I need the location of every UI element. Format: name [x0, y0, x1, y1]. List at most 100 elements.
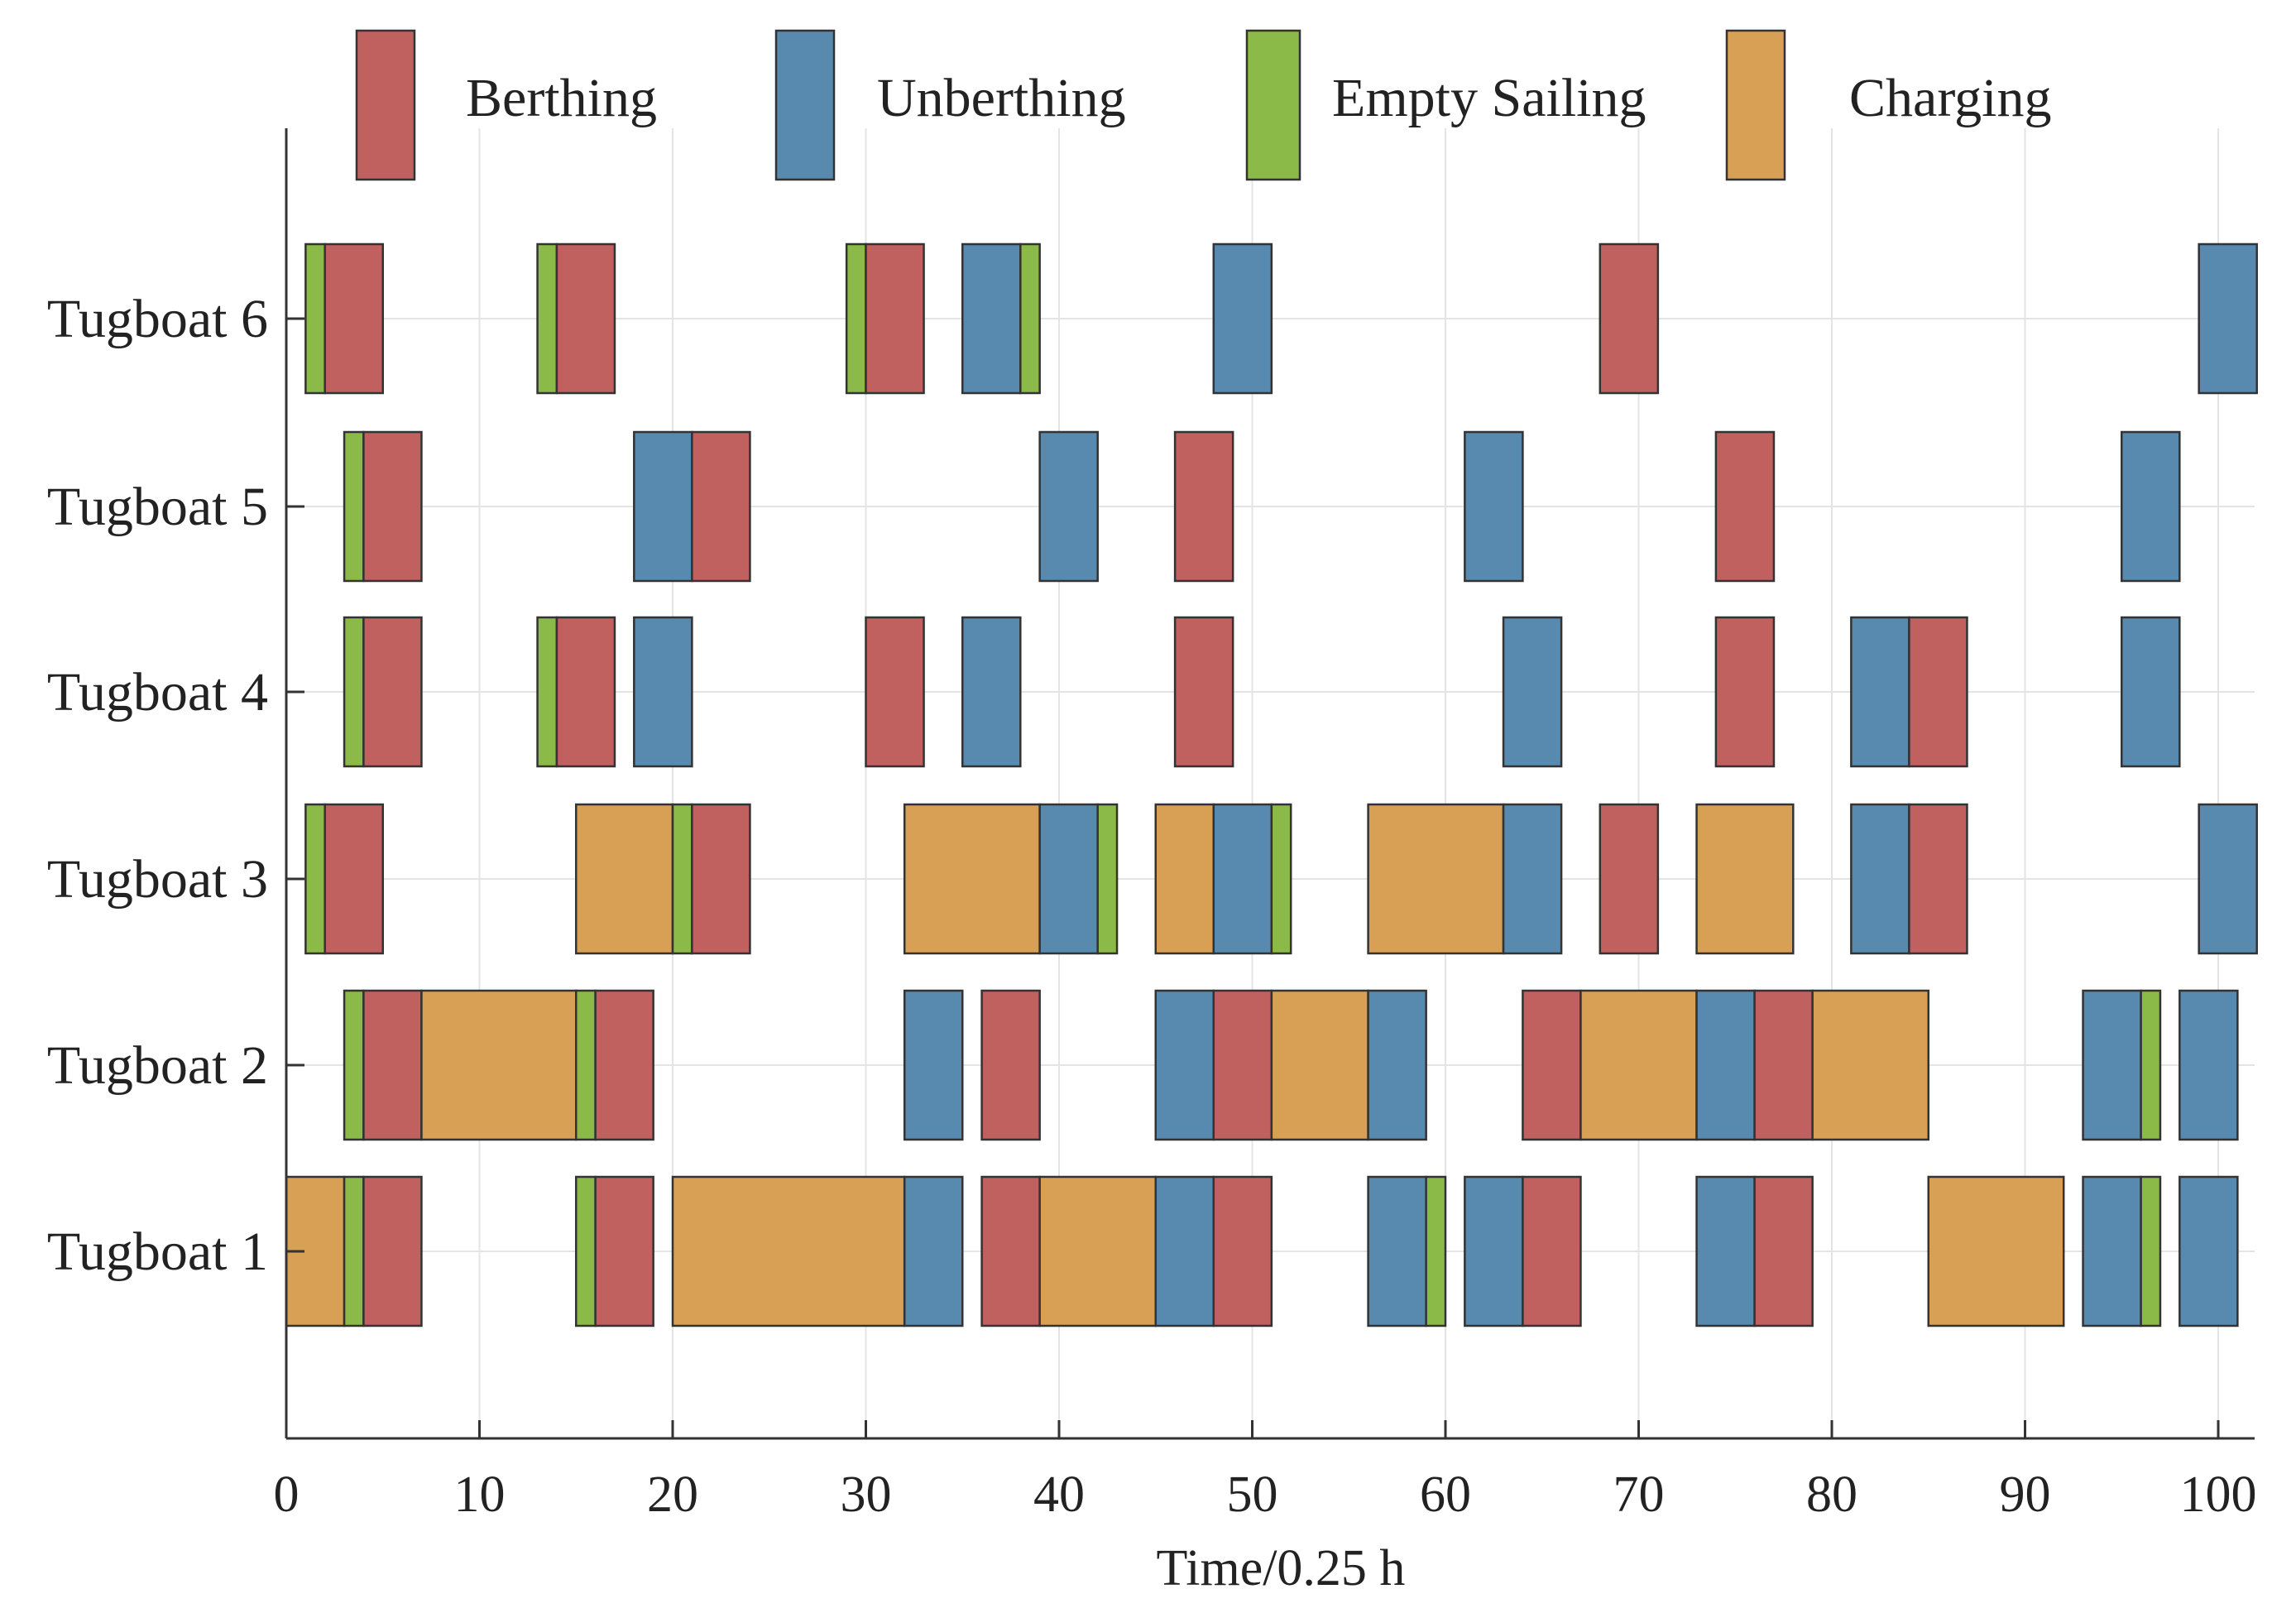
bar-charging: [671, 1175, 906, 1327]
bar-berthing: [362, 1175, 423, 1327]
bar-berthing: [1173, 616, 1234, 768]
bar-unberthing: [1212, 242, 1273, 395]
bar-berthing: [1908, 616, 1968, 768]
bar-berthing: [1714, 430, 1776, 583]
bar-unberthing: [2121, 430, 2181, 583]
bar-charging: [1038, 1175, 1158, 1327]
bar-berthing: [865, 616, 925, 768]
bar-berthing: [980, 1175, 1041, 1327]
bar-berthing: [1599, 242, 1660, 395]
bar-unberthing: [2082, 989, 2142, 1141]
bar-berthing: [1908, 803, 1968, 955]
bar-unberthing: [1695, 989, 1756, 1141]
bar-unberthing: [1367, 1175, 1427, 1327]
bar-berthing: [362, 989, 423, 1141]
bar-berthing: [324, 242, 385, 395]
x-tick-label: 30: [841, 1467, 892, 1523]
bar-unberthing: [1154, 1175, 1215, 1327]
bar-charging: [1811, 989, 1929, 1141]
bar-berthing: [594, 1175, 654, 1327]
bar-empty: [304, 803, 326, 955]
legend-swatch-charging: [1725, 29, 1786, 181]
bar-berthing: [555, 616, 616, 768]
bar-unberthing: [961, 242, 1022, 395]
bar-unberthing: [633, 616, 693, 768]
legend-label-unberthing: Unberthing: [877, 68, 1126, 128]
bar-empty: [845, 242, 867, 395]
y-tick-label: Tugboat 6: [47, 289, 268, 349]
bar-unberthing: [1154, 989, 1215, 1141]
schedule-bars: [285, 242, 2258, 1327]
x-tick-label: 100: [2180, 1467, 2257, 1523]
bar-unberthing: [903, 989, 964, 1141]
bar-empty: [575, 989, 597, 1141]
bar-berthing: [1212, 989, 1273, 1141]
bar-unberthing: [1038, 430, 1099, 583]
bar-unberthing: [1212, 803, 1273, 955]
bar-empty: [2140, 1175, 2162, 1327]
bar-unberthing: [1502, 616, 1563, 768]
bar-berthing: [594, 989, 654, 1141]
y-tick-label: Tugboat 4: [47, 662, 268, 722]
x-axis-label: Time/0.25 h: [1157, 1540, 1406, 1596]
bar-berthing: [865, 242, 925, 395]
x-tick-label: 60: [1420, 1467, 1471, 1523]
axes: 0 10 20 30 40 50 60 70 80 90 100 Tugboat 1 Tugboat 2…: [47, 128, 2257, 1523]
bar-charging: [903, 803, 1041, 955]
bar-berthing: [1599, 803, 1660, 955]
bar-empty: [343, 616, 365, 768]
bar-empty: [575, 1175, 597, 1327]
bar-unberthing: [2198, 803, 2258, 955]
legend: Berthing Unberthing Empty Sailing Charging: [355, 29, 2051, 181]
bar-berthing: [1173, 430, 1234, 583]
bar-berthing: [555, 242, 616, 395]
bar-berthing: [1753, 1175, 1814, 1327]
bar-unberthing: [1695, 1175, 1756, 1327]
bar-empty: [343, 989, 365, 1141]
bar-charging: [1695, 803, 1795, 955]
legend-label-berthing: Berthing: [466, 68, 657, 128]
bar-unberthing: [1850, 803, 1910, 955]
legend-swatch-berthing: [355, 29, 416, 181]
y-tick-label: Tugboat 5: [47, 477, 268, 537]
legend-label-charging: Charging: [1849, 68, 2051, 128]
bar-unberthing: [903, 1175, 964, 1327]
bar-empty: [1270, 803, 1292, 955]
bar-berthing: [1753, 989, 1814, 1141]
bar-unberthing: [1464, 430, 1524, 583]
bar-empty: [1096, 803, 1119, 955]
x-tick-label: 50: [1227, 1467, 1278, 1523]
x-tick-label: 10: [454, 1467, 506, 1523]
bar-unberthing: [1038, 803, 1099, 955]
bar-unberthing: [1464, 1175, 1524, 1327]
bar-empty: [671, 803, 693, 955]
x-tick-label: 0: [274, 1467, 300, 1523]
y-tick-label: Tugboat 3: [47, 849, 268, 910]
bar-unberthing: [961, 616, 1022, 768]
bar-berthing: [362, 430, 423, 583]
bar-empty: [304, 242, 326, 395]
bar-empty: [343, 1175, 365, 1327]
x-tick-label: 70: [1613, 1467, 1665, 1523]
bar-berthing: [362, 616, 423, 768]
bar-berthing: [691, 430, 751, 583]
bar-charging: [1154, 803, 1215, 955]
bar-empty: [536, 616, 558, 768]
bar-unberthing: [2198, 242, 2258, 395]
bar-unberthing: [1850, 616, 1910, 768]
bar-empty: [1425, 1175, 1447, 1327]
bar-berthing: [324, 803, 385, 955]
bar-berthing: [980, 989, 1041, 1141]
x-tick-label: 80: [1806, 1467, 1857, 1523]
bar-unberthing: [1367, 989, 1427, 1141]
legend-swatch-unberthing: [774, 29, 836, 181]
x-tick-label: 20: [647, 1467, 698, 1523]
bar-unberthing: [2121, 616, 2181, 768]
bar-unberthing: [633, 430, 693, 583]
bar-empty: [1019, 242, 1041, 395]
bar-empty: [343, 430, 365, 583]
bar-berthing: [1212, 1175, 1273, 1327]
bar-empty: [2140, 989, 2162, 1141]
y-tick-label: Tugboat 1: [47, 1222, 268, 1282]
